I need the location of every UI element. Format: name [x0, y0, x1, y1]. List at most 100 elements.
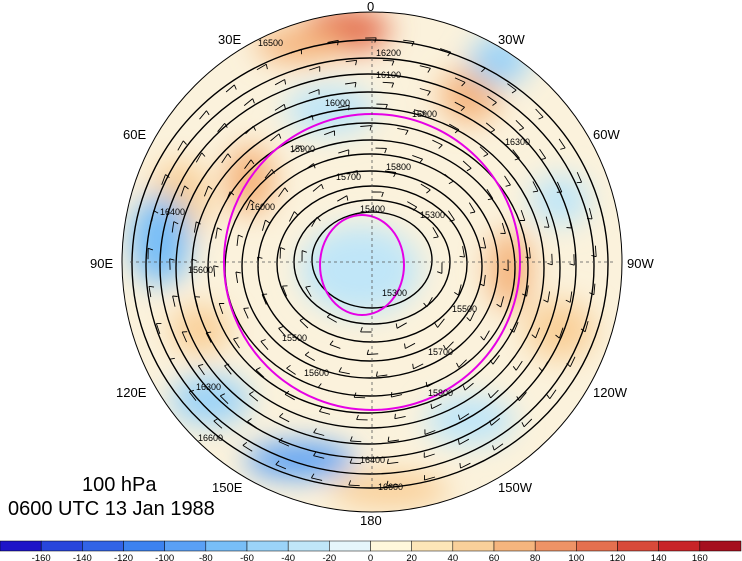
height-contour	[311, 211, 433, 309]
wind-barb-feather	[405, 130, 409, 136]
colorbar-tick-label: -140	[73, 553, 92, 561]
wind-barb	[420, 183, 431, 191]
wind-barb-feather	[459, 255, 465, 258]
wind-barb	[382, 59, 394, 62]
colorbar-box	[246, 540, 289, 552]
wind-barb	[382, 81, 394, 84]
wind-barb-feather	[265, 219, 270, 224]
wind-barb-feather	[304, 351, 310, 356]
wind-barb	[299, 320, 309, 329]
wind-barb-feather	[461, 82, 466, 87]
colorbar-tick-label: 100	[568, 553, 584, 561]
wind-barb	[483, 330, 490, 341]
wind-barb	[286, 367, 296, 375]
colorbar-box	[40, 540, 83, 552]
wind-barb	[244, 159, 252, 169]
wind-barb	[346, 170, 358, 174]
wind-barb	[432, 227, 439, 238]
colorbar-box	[411, 540, 454, 552]
wind-barb-feather	[430, 403, 433, 409]
wind-barb-feather	[565, 299, 571, 303]
wind-barb-feather	[250, 199, 255, 204]
wind-barb	[444, 173, 454, 182]
wind-barb-feather	[460, 106, 465, 112]
wind-barb-feather	[519, 127, 524, 131]
valid-time-label: 0600 UTC 13 Jan 1988	[8, 498, 215, 520]
wind-barb	[327, 39, 339, 43]
wind-barb	[308, 89, 320, 94]
colorbar-tick-label: 160	[692, 553, 708, 561]
wind-barb	[219, 395, 229, 405]
height-contour	[145, 57, 595, 475]
wind-barb-feather	[348, 480, 352, 486]
colorbar-box	[82, 540, 124, 552]
lon-label-90w: 90W	[627, 256, 654, 271]
wind-barb-feather	[395, 323, 398, 329]
wind-barb-feather	[172, 295, 178, 297]
wind-barb-feather	[242, 441, 248, 446]
wind-barb	[260, 341, 269, 350]
wind-barb	[431, 403, 442, 410]
colorbar-tick-label: 120	[610, 553, 626, 561]
anomaly-patch-negative	[285, 85, 375, 135]
wind-barb-feather	[316, 216, 321, 222]
wind-barb-feather	[438, 144, 443, 149]
wind-barb	[213, 265, 216, 277]
wind-barb	[304, 354, 315, 361]
wind-barb-feather	[217, 227, 223, 231]
wind-barb-feather	[278, 325, 284, 329]
wind-barb	[513, 321, 519, 333]
colorbar-tick-label: 40	[448, 553, 459, 561]
wind-barb-feather	[220, 393, 225, 397]
wind-barb-feather	[390, 392, 393, 398]
contour-label: 15500	[282, 333, 307, 343]
wind-barb-feather	[521, 293, 527, 297]
wind-barb-feather	[313, 428, 317, 433]
wind-barb	[235, 271, 239, 283]
wind-barb-feather	[173, 221, 179, 225]
wind-barb-feather	[381, 191, 384, 197]
wind-barb	[569, 291, 573, 303]
wind-barb	[448, 210, 455, 221]
wind-barb-feather	[466, 317, 471, 322]
wind-barb-feather	[252, 125, 257, 131]
wind-barb	[532, 181, 539, 192]
wind-barb	[291, 145, 301, 153]
wind-barb-feather	[454, 292, 459, 296]
wind-barb-feather	[346, 195, 349, 201]
wind-barb	[460, 462, 471, 469]
wind-barb	[205, 332, 212, 343]
colorbar-box	[329, 540, 371, 552]
wind-barb	[424, 453, 435, 458]
wind-barb	[161, 174, 166, 185]
wind-barb	[215, 227, 218, 239]
wind-barb-feather	[514, 157, 520, 161]
wind-barb	[338, 104, 350, 109]
wind-barb-feather	[321, 184, 324, 190]
wind-barb-feather	[437, 271, 443, 274]
wind-barb	[172, 295, 176, 307]
lon-label-90e: 90E	[90, 256, 113, 271]
wind-barb	[218, 303, 224, 315]
wind-barb-feather	[531, 334, 536, 339]
wind-barb	[403, 39, 415, 43]
wind-barb	[501, 222, 506, 234]
wind-barb-feather	[317, 383, 322, 388]
wind-barb	[387, 439, 399, 443]
wind-barb-feather	[384, 148, 387, 154]
wind-barb	[412, 154, 423, 160]
wind-barb	[151, 210, 155, 222]
lon-label-150w: 150W	[498, 480, 533, 495]
wind-barb-feather	[252, 98, 255, 104]
wind-barb-feather	[182, 140, 187, 145]
wind-barb-feather	[337, 40, 339, 46]
wind-barb-feather	[283, 104, 286, 110]
wind-barb-feather	[490, 129, 495, 133]
wind-barb-feather	[425, 381, 428, 387]
wind-barb	[535, 108, 544, 118]
wind-barb-feather	[411, 41, 415, 47]
wind-barb-feather	[480, 247, 486, 249]
colorbar-box	[493, 540, 536, 552]
contour-label: 16000	[250, 202, 275, 212]
